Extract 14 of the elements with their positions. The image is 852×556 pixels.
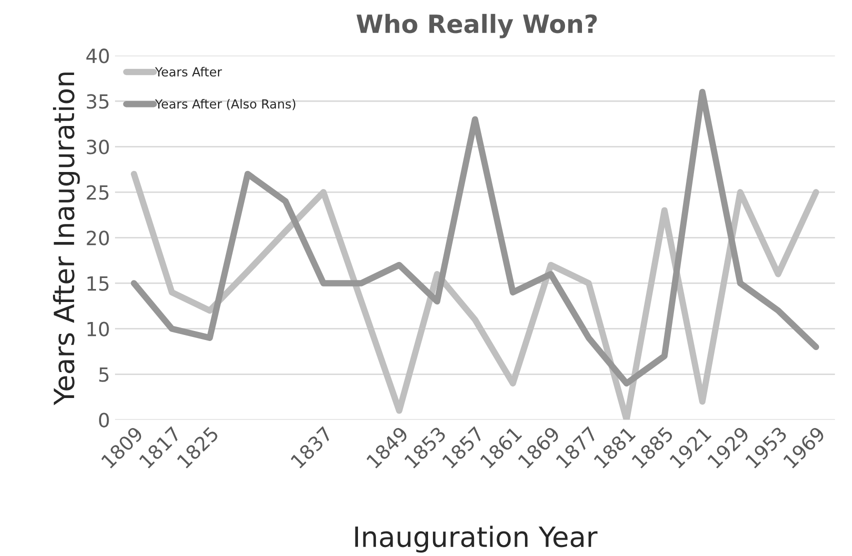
chart-title: Who Really Won? [356,14,597,38]
y-axis-title: Years After Inauguration [52,72,80,406]
y-tick-label: 0 [99,412,109,428]
y-tick-label: 30 [86,140,109,154]
y-tick-label: 20 [86,230,109,246]
x-axis-title: Inauguration Year [355,526,598,553]
y-tick-label: 15 [88,276,108,291]
legend-label: Years After [154,66,222,77]
y-tick-label: 35 [86,94,108,109]
y-tick-label: 40 [86,48,109,64]
y-tick-label: 5 [99,367,108,382]
legend-label: Years After (Also Rans) [154,98,296,110]
y-tick-label: 25 [86,185,108,200]
y-tick-label: 10 [88,322,109,336]
